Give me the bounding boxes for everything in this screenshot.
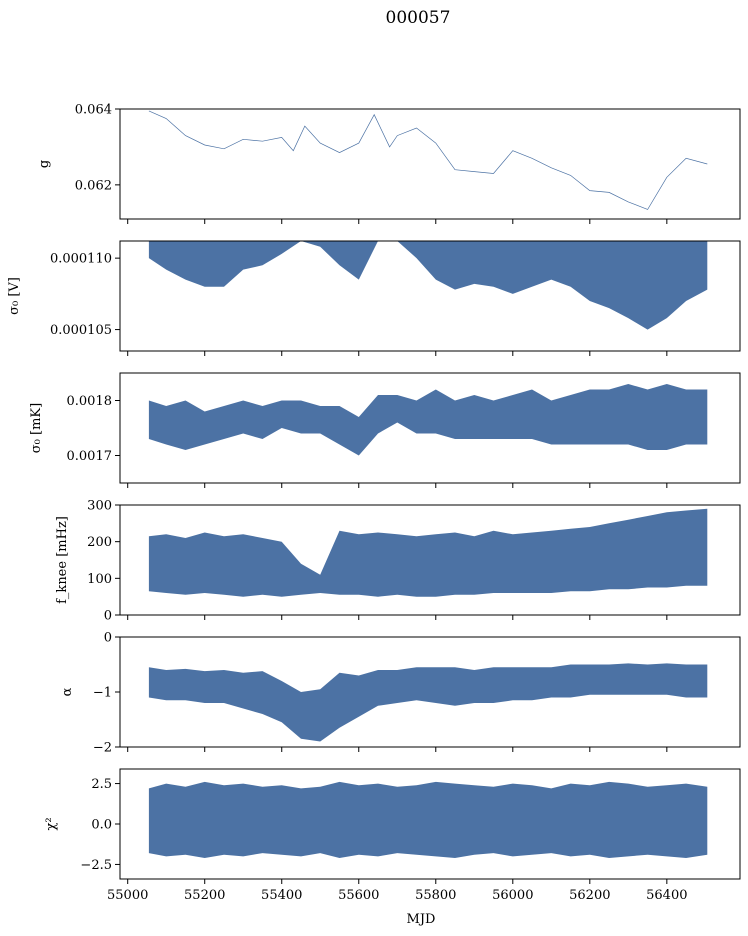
x-tick-label: 55200 — [184, 888, 225, 903]
x-tick-label: 55400 — [261, 888, 302, 903]
y-tick-label: 0.0018 — [67, 394, 113, 409]
axes-frame — [119, 372, 741, 484]
series-band — [148, 241, 708, 330]
y-tick-label: 0.062 — [75, 178, 112, 193]
panel-4: 0 100 200 300 f_knee [mHz] — [55, 499, 741, 624]
figure-title: 000057 — [386, 8, 451, 28]
y-tick-label: 0.0017 — [67, 449, 113, 464]
series-group — [148, 110, 708, 210]
y-tick-label: 0.000110 — [50, 252, 112, 267]
series-group — [148, 241, 708, 330]
series-band — [148, 508, 708, 597]
axes-frame — [119, 240, 741, 352]
series-group — [148, 508, 708, 597]
y-axis-label: α — [60, 687, 75, 696]
series-group — [148, 781, 708, 858]
x-tick-label: 55600 — [338, 888, 379, 903]
y-tick-label: −1 — [93, 686, 112, 701]
y-axis-label: g — [37, 160, 52, 168]
y-tick-label: −2.5 — [80, 858, 112, 873]
panel-3: 0.0017 0.0018 σ₀ [mK] — [29, 372, 741, 488]
x-tick-label: 56200 — [569, 888, 610, 903]
x-tick-label: 56000 — [492, 888, 533, 903]
panel-5: −2 −1 0 α — [60, 631, 741, 756]
series-line — [148, 110, 708, 210]
series-group — [148, 384, 708, 456]
panel-2: 0.000105 0.000110 σ₀ [V] — [7, 240, 741, 356]
x-tick-label: 55000 — [107, 888, 148, 903]
y-tick-label: 0 — [104, 609, 112, 624]
y-tick-label: 300 — [87, 499, 112, 514]
y-tick-label: 0.064 — [75, 103, 112, 118]
y-tick-label: −2 — [93, 741, 112, 756]
series-group — [148, 663, 708, 742]
x-tick-label: 55800 — [415, 888, 456, 903]
y-tick-label: 0.0 — [91, 818, 112, 833]
series-band — [148, 384, 708, 456]
panel-6: 55000 55200 55400 55600 55800 56000 56200 56400… — [44, 768, 741, 903]
axes-frame — [119, 504, 741, 616]
y-axis-label: χ² — [44, 817, 59, 830]
y-tick-label: 0.000105 — [50, 323, 112, 338]
panel-1: 0.062 0.064 g — [37, 103, 741, 224]
x-tick-label: 56400 — [646, 888, 687, 903]
y-axis-label: σ₀ [mK] — [29, 403, 44, 453]
axes-frame — [119, 108, 741, 220]
y-axis-label: σ₀ [V] — [7, 277, 22, 315]
y-tick-label: 0 — [104, 631, 112, 646]
series-band — [148, 663, 708, 742]
y-tick-label: 200 — [87, 535, 112, 550]
y-tick-label: 2.5 — [91, 777, 112, 792]
x-axis-label: MJD — [407, 912, 436, 927]
series-band — [148, 781, 708, 858]
y-axis-label: f_knee [mHz] — [55, 516, 70, 604]
y-tick-label: 100 — [87, 572, 112, 587]
